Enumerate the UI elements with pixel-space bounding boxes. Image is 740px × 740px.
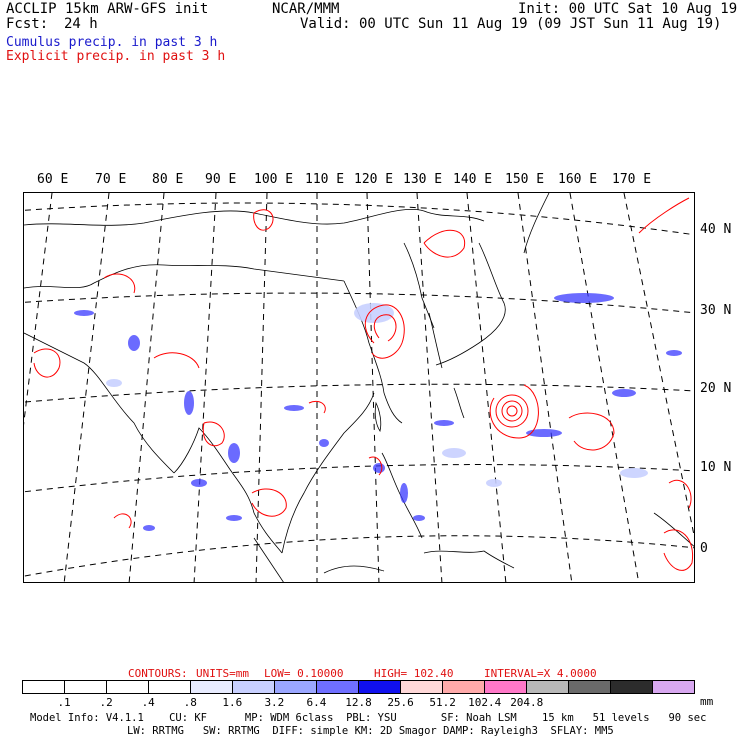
lon-label: 110 E — [305, 172, 345, 187]
contours-units: UNITS=mm — [196, 667, 249, 680]
lat-label: 10 N — [700, 460, 732, 475]
lon-label: 140 E — [453, 172, 493, 187]
light-precip — [106, 303, 648, 487]
coastlines — [24, 193, 694, 582]
colorbar-tick-label: .4 — [141, 696, 155, 709]
colorbar-swatch — [443, 681, 485, 693]
colorbar-swatch — [23, 681, 65, 693]
colorbar-swatch — [233, 681, 275, 693]
colorbar-tick-label: 102.4 — [468, 696, 502, 709]
colorbar-tick-label: 1.6 — [222, 696, 243, 709]
lon-label: 120 E — [354, 172, 394, 187]
colorbar-swatch — [569, 681, 611, 693]
contours-high: HIGH= 102.40 — [374, 667, 454, 680]
colorbar-swatch — [401, 681, 443, 693]
colorbar-swatch — [485, 681, 527, 693]
cumulus-precip — [74, 293, 682, 531]
cumulus-legend: Cumulus precip. in past 3 h — [6, 35, 218, 50]
colorbar-swatch — [653, 681, 694, 693]
lon-label: 150 E — [505, 172, 545, 187]
colorbar-swatch — [611, 681, 653, 693]
lon-line-130 — [416, 193, 443, 582]
lat-label: 20 N — [700, 381, 732, 396]
explicit-precip — [33, 197, 694, 571]
lon-line-160 — [569, 193, 640, 582]
colorbar-tick-label: 25.6 — [387, 696, 414, 709]
colorbar-tick-label: 3.2 — [264, 696, 285, 709]
lon-line-150 — [517, 193, 573, 582]
fcst-value: 24 h — [64, 16, 98, 32]
contours-low: LOW= 0.10000 — [264, 667, 344, 680]
lon-line-70 — [63, 193, 110, 582]
contours-label: CONTOURS: — [128, 667, 188, 680]
center-label: NCAR/MMM — [272, 1, 340, 17]
model-title: ACCLIP 15km ARW-GFS init — [6, 1, 209, 17]
colorbar-swatch — [65, 681, 107, 693]
colorbar-swatch — [527, 681, 569, 693]
colorbar-swatch — [359, 681, 401, 693]
lat-line-10 — [24, 464, 694, 493]
colorbar-tick-label: .1 — [57, 696, 71, 709]
lon-line-90 — [193, 193, 217, 582]
colorbar-swatch — [107, 681, 149, 693]
colorbar-swatch — [275, 681, 317, 693]
lon-label: 80 E — [152, 172, 184, 187]
lon-label: 160 E — [558, 172, 598, 187]
colorbar-swatch — [149, 681, 191, 693]
colorbar-tick-label: 12.8 — [345, 696, 372, 709]
lat-line-0 — [24, 535, 694, 577]
lon-line-60 — [24, 193, 53, 426]
lat-label: 0 — [700, 541, 708, 556]
graticule — [24, 193, 694, 582]
lon-label: 100 E — [254, 172, 294, 187]
explicit-legend: Explicit precip. in past 3 h — [6, 49, 226, 64]
lat-line-20 — [24, 383, 694, 403]
lon-line-170 — [623, 193, 694, 538]
lon-line-80 — [128, 193, 165, 582]
lon-label: 70 E — [95, 172, 127, 187]
colorbar-tick-label: .8 — [183, 696, 197, 709]
lat-line-40 — [24, 202, 694, 236]
init-time: Init: 00 UTC Sat 10 Aug 19 — [518, 1, 738, 17]
model-info-line2: LW: RRTMG SW: RRTMG DIFF: simple KM: 2D … — [127, 725, 614, 737]
lon-label: 60 E — [37, 172, 69, 187]
colorbar-tick-label: 6.4 — [306, 696, 327, 709]
colorbar-swatch — [317, 681, 359, 693]
colorbar-tick-label: .2 — [99, 696, 113, 709]
colorbar-tick-label: 51.2 — [429, 696, 456, 709]
lat-label: 30 N — [700, 303, 732, 318]
precip-map — [23, 192, 695, 583]
lon-label: 130 E — [403, 172, 443, 187]
lon-line-140 — [466, 193, 507, 582]
lon-label: 170 E — [612, 172, 652, 187]
fcst-label: Fcst: — [6, 16, 49, 32]
colorbar-tick-label: 204.8 — [510, 696, 544, 709]
lat-label: 40 N — [700, 222, 732, 237]
map-canvas — [24, 193, 694, 582]
model-info-line1: Model Info: V4.1.1 CU: KF MP: WDM 6class… — [30, 712, 707, 724]
colorbar-units: mm — [700, 695, 714, 708]
colorbar-swatch — [191, 681, 233, 693]
lon-line-120 — [366, 193, 380, 582]
lon-label: 90 E — [205, 172, 237, 187]
contours-interval: INTERVAL=X 4.0000 — [484, 667, 597, 680]
lat-line-30 — [24, 292, 694, 314]
colorbar — [22, 680, 695, 694]
valid-time: Valid: 00 UTC Sun 11 Aug 19 (09 JST Sun … — [300, 16, 722, 32]
